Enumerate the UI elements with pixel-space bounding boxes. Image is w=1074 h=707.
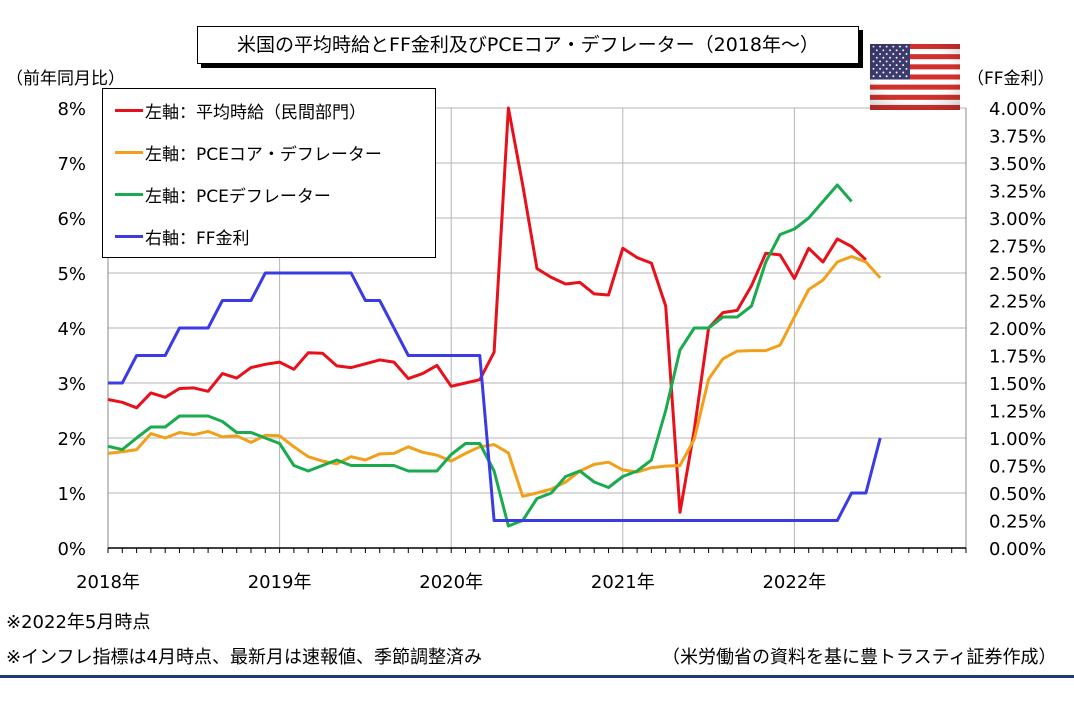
left-tick-label: 0% [57,539,86,560]
note-date: ※2022年5月時点 [6,612,151,633]
legend-swatch [115,235,143,238]
right-tick-label: 3.75% [989,127,1046,148]
us-flag-graphic [870,44,960,111]
right-tick-label: 1.00% [989,429,1046,450]
right-tick-label: 4.00% [989,99,1046,120]
right-tick-label: 2.00% [989,319,1046,340]
x-tick-label: 2020年 [419,572,483,593]
note-inflation: ※インフレ指標は4月時点、最新月は速報値、季節調整済み [6,647,482,668]
left-tick-label: 1% [57,484,86,505]
chart-title-text: 米国の平均時給とFF金利及びPCEコア・デフレーター（2018年～） [237,34,819,56]
x-tick-label: 2019年 [248,572,312,593]
right-tick-label: 2.75% [989,237,1046,258]
left-tick-label: 6% [57,209,86,230]
left-tick-label: 4% [57,319,86,340]
right-tick-label: 1.25% [989,402,1046,423]
right-axis-label: （FF金利） [967,69,1055,89]
x-tick-label: 2022年 [762,572,826,593]
right-tick-label: 0.50% [989,484,1046,505]
x-axis-ticks: 2018年 2019年 2020年 2021年 2022年 [76,572,826,593]
right-tick-label: 3.50% [989,154,1046,175]
legend-label: 左軸：平均時給（民間部門） [145,103,366,123]
right-axis-ticks: 0.00% 0.25% 0.50% 0.75% 1.00% 1.25% 1.50% 1.75%… [989,99,1046,560]
right-tick-label: 2.50% [989,264,1046,285]
right-tick-label: 1.75% [989,347,1046,368]
x-tick-label: 2018年 [76,572,140,593]
chart-title: 米国の平均時給とFF金利及びPCEコア・デフレーター（2018年～） [197,26,859,64]
legend-swatch [115,151,143,154]
legend-swatch [115,193,143,196]
series-line-3 [108,271,882,522]
legend-label: 右軸：FF金利 [145,229,250,249]
bottom-divider [0,675,1074,678]
right-tick-label: 2.25% [989,292,1046,313]
grid-lines [108,107,966,549]
legend-entry-pce: 左軸：PCEデフレーター [115,182,331,210]
left-axis-label: （前年同月比） [6,69,125,89]
legend-entry-wage: 左軸：平均時給（民間部門） [115,98,366,126]
series-line-1 [107,255,882,498]
left-tick-label: 3% [57,374,86,395]
right-tick-label: 0.00% [989,539,1046,560]
left-tick-label: 2% [57,429,86,450]
legend-entry-ff-rate: 右軸：FF金利 [115,224,250,252]
left-axis-ticks: 0% 1% 2% 3% 4% 5% 6% 7% 8% [57,99,86,560]
series-line-2 [107,183,853,528]
right-tick-label: 3.25% [989,182,1046,203]
x-tick-label: 2021年 [591,572,655,593]
right-tick-label: 1.50% [989,374,1046,395]
right-tick-label: 0.75% [989,457,1046,478]
us-flag-icon [870,44,960,111]
legend-label: 左軸：PCEデフレーター [145,187,331,207]
series-line-0 [107,106,867,514]
left-tick-label: 5% [57,264,86,285]
right-tick-label: 0.25% [989,512,1046,533]
right-tick-label: 3.00% [989,209,1046,230]
chart-legend: 左軸：平均時給（民間部門） 左軸：PCEコア・デフレーター 左軸：PCEデフレー… [102,88,436,258]
source-note: （米労働省の資料を基に豊トラスティ証券作成） [662,647,1057,668]
left-tick-label: 7% [57,154,86,175]
legend-entry-core-pce: 左軸：PCEコア・デフレーター [115,140,382,168]
legend-label: 左軸：PCEコア・デフレーター [145,145,382,165]
left-tick-label: 8% [57,99,86,120]
series-lines [107,106,882,528]
legend-swatch [115,109,143,112]
